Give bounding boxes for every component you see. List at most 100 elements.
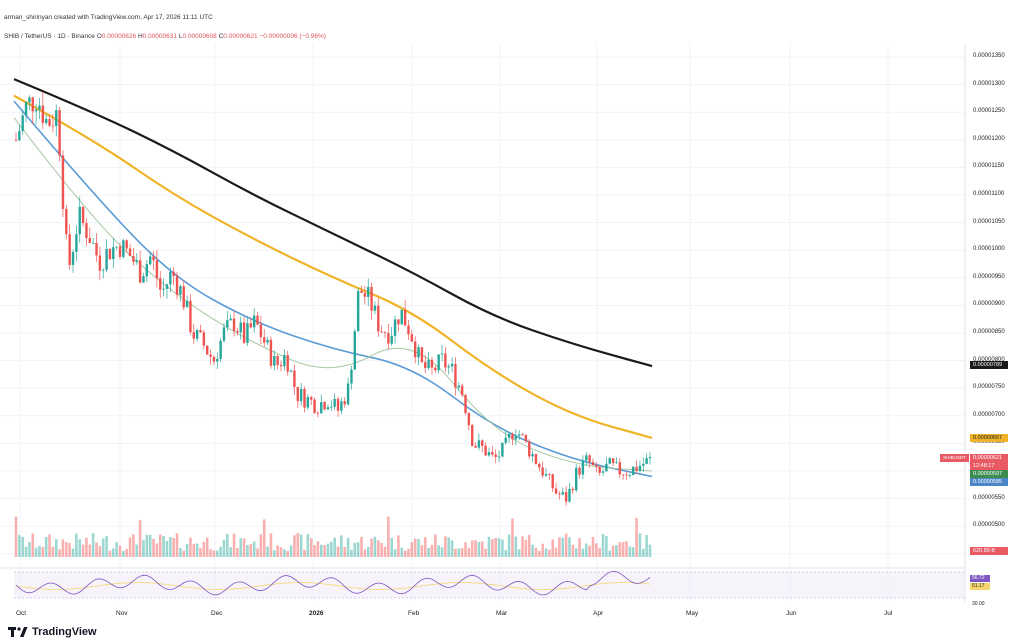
candle-down	[521, 434, 524, 436]
volume-bar	[239, 538, 243, 557]
candle-down	[279, 365, 283, 367]
volume-bar	[125, 549, 128, 557]
candle-up	[246, 323, 249, 343]
candle-up	[289, 370, 293, 372]
candle-down	[380, 331, 383, 333]
volume-bar	[641, 548, 645, 557]
candle-up	[628, 475, 632, 476]
candle-down	[152, 256, 155, 261]
candle-up	[353, 331, 357, 370]
candle-down	[360, 291, 363, 293]
volume-bar	[434, 534, 437, 557]
candle-down	[65, 208, 68, 235]
volume-bar	[158, 534, 162, 557]
candle-up	[326, 407, 330, 410]
tradingview-logo[interactable]: TradingView	[8, 625, 97, 639]
volume-bar	[454, 548, 457, 557]
candle-down	[68, 234, 71, 265]
candle-up	[575, 467, 578, 491]
symbol-ohlc-legend[interactable]: SHIB / TetherUS · 1D · Binance O0.000006…	[4, 33, 326, 40]
candle-down	[571, 488, 575, 491]
volume-bar	[101, 538, 105, 557]
candle-down	[182, 286, 185, 308]
candle-down	[464, 394, 467, 414]
candle-up	[169, 271, 172, 285]
volume-bar	[326, 543, 330, 557]
volume-bar	[548, 549, 551, 557]
symbol-price-tag: SHIBUSDT	[940, 454, 969, 462]
volume-bar	[78, 539, 82, 557]
candle-down	[430, 359, 434, 368]
candle-up	[145, 264, 149, 277]
volume-bar	[541, 543, 544, 557]
candle-down	[31, 97, 34, 112]
volume-bar	[91, 533, 95, 557]
candle-down	[591, 461, 595, 466]
volume-bar	[65, 542, 68, 557]
candle-up	[122, 240, 125, 257]
volume-bar	[269, 533, 273, 557]
volume-bar	[370, 538, 373, 557]
volume-bar	[631, 547, 635, 557]
volume-bar	[336, 546, 340, 557]
candle-down	[538, 463, 541, 468]
ma100-price-tag: 0.00000657	[970, 434, 1008, 442]
volume-bar	[605, 536, 608, 557]
volume-bar	[249, 543, 253, 557]
volume-bar	[132, 534, 135, 557]
candle-down	[316, 412, 320, 414]
candle-down	[484, 445, 487, 456]
candle-up	[507, 433, 511, 438]
ma20-line	[13, 117, 653, 472]
candle-up	[299, 389, 303, 402]
candle-down	[548, 473, 551, 475]
candle-up	[216, 358, 219, 362]
volume-bar	[58, 549, 61, 557]
volume-bar	[407, 548, 410, 557]
price-tick-label: 0.00001000	[973, 246, 1005, 253]
time-tick-label: Mar	[496, 610, 508, 617]
volume-bar	[397, 535, 400, 557]
volume-bar	[222, 539, 226, 557]
volume-bar	[169, 536, 172, 557]
candle-down	[296, 386, 299, 402]
candle-down	[511, 433, 514, 440]
candle-up	[367, 286, 370, 297]
price-tick-label: 0.00001200	[973, 135, 1005, 142]
volume-bar	[185, 543, 189, 557]
volume-bar	[38, 545, 41, 557]
candle-down	[424, 361, 427, 369]
volume-bar	[383, 546, 387, 557]
volume-bar	[588, 545, 591, 557]
candle-up	[222, 327, 226, 341]
candle-up	[24, 102, 28, 116]
author-credit: arman_shirinyan created with TradingView…	[4, 14, 213, 21]
volume-bar	[242, 538, 246, 557]
candle-down	[410, 334, 414, 342]
candle-down	[209, 354, 212, 357]
volume-bar	[390, 537, 394, 557]
volume-bar	[648, 544, 652, 557]
candle-down	[41, 105, 45, 124]
candle-up	[390, 335, 393, 344]
price-tick-label: 0.00000750	[973, 384, 1005, 391]
candle-down	[336, 398, 340, 411]
volume-bar	[319, 544, 323, 557]
volume-bar	[353, 542, 357, 557]
volume-bar	[189, 537, 192, 557]
volume-bar	[34, 547, 38, 557]
candle-down	[159, 278, 162, 290]
price-tick-label: 0.00001150	[973, 163, 1005, 170]
symbol-label[interactable]: SHIB / TetherUS · 1D · Binance	[4, 33, 95, 40]
volume-bar	[507, 534, 511, 557]
price-tick-label: 0.00001100	[973, 191, 1005, 197]
volume-bar	[152, 538, 155, 557]
volume-bar	[494, 538, 497, 557]
candle-up	[165, 284, 169, 289]
candle-down	[578, 467, 581, 475]
open-label: O	[96, 33, 102, 40]
volume-bar	[464, 542, 467, 557]
volume-bar	[14, 516, 18, 557]
candle-up	[585, 455, 588, 461]
